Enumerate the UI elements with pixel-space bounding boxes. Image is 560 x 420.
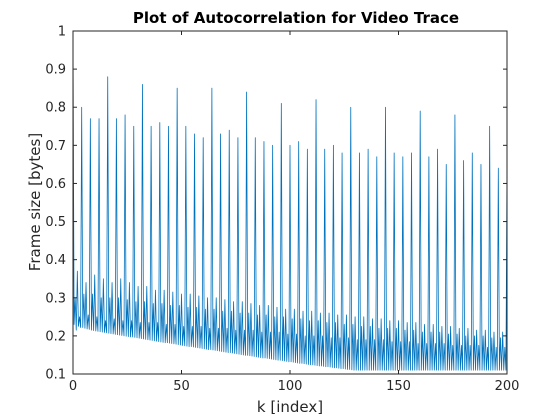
y-tick-label: 0.2: [45, 329, 66, 344]
y-tick-label: 0.7: [45, 139, 66, 154]
tick-layer: 0 50 100 150 200 0.1 0.2 0.3 0.4 0.5 0.6 0.7 0.8 0.9 1: [45, 25, 519, 395]
chart-title: Plot of Autocorrelation for Video Trace: [133, 9, 459, 27]
y-tick-label: 1: [58, 25, 66, 40]
y-tick-label: 0.3: [45, 291, 66, 306]
x-tick-label: 50: [173, 379, 190, 394]
y-tick-label: 0.4: [45, 253, 66, 268]
y-tick-label: 0.6: [45, 177, 66, 192]
series-line-0: [72, 30, 508, 371]
y-tick-label: 0.5: [45, 215, 66, 230]
y-tick-label: 0.1: [45, 368, 66, 383]
x-tick-label: 150: [386, 379, 411, 394]
x-axis-title: k [index]: [257, 398, 323, 416]
series-layer: [72, 30, 508, 371]
y-axis-title: Frame size [bytes]: [26, 133, 44, 271]
y-tick-label: 0.9: [45, 63, 66, 78]
x-tick-label: 0: [69, 379, 77, 394]
y-tick-label: 0.8: [45, 101, 66, 116]
x-tick-label: 100: [278, 379, 303, 394]
x-tick-label: 200: [495, 379, 520, 394]
